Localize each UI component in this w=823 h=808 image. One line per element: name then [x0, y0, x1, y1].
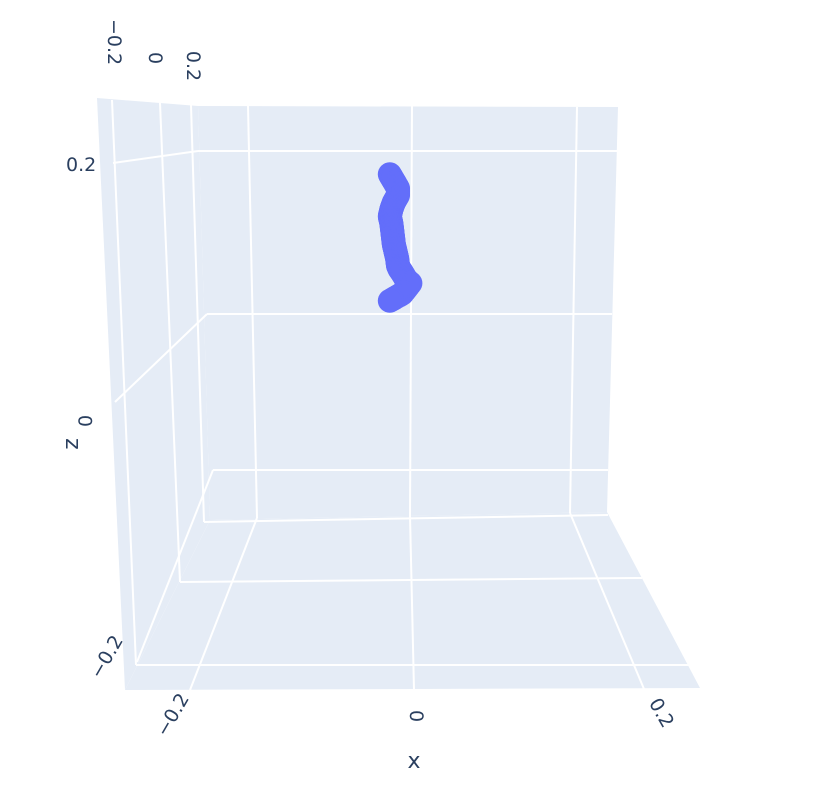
z-tick-label: 0 — [75, 415, 97, 427]
scatter-point[interactable] — [377, 288, 402, 313]
y-tick-label: −0.2 — [103, 19, 125, 65]
z-axis-title: z — [59, 438, 84, 450]
y-tick-label: 0.2 — [182, 51, 204, 81]
x-tick-label: 0.2 — [644, 694, 678, 731]
x-axis-title: x — [407, 749, 420, 774]
x-tick-label: 0 — [405, 710, 427, 722]
gridlines — [111, 99, 690, 691]
scene-left-pane — [97, 98, 210, 690]
z-tick-label: −0.2 — [86, 632, 128, 683]
z-tick-label: 0.2 — [66, 154, 96, 176]
scatter-markers[interactable] — [377, 162, 423, 313]
y-tick-label: 0 — [144, 52, 166, 64]
x-tick-label: −0.2 — [152, 690, 194, 741]
